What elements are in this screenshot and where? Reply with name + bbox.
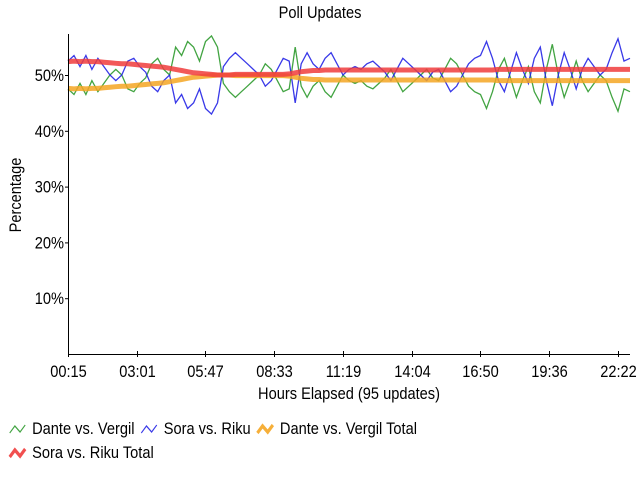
- y-tick-label: 20%: [35, 234, 64, 252]
- y-axis-label: Percentage: [7, 157, 25, 232]
- legend-item: Dante vs. Vergil: [8, 418, 134, 440]
- x-tick-label: 05:47: [187, 363, 224, 381]
- y-axis-ticks: 10% 20% 30% 40% 50%: [35, 67, 69, 308]
- legend-line-icon: [8, 447, 27, 459]
- x-tick-label: 11:19: [326, 363, 362, 381]
- legend-label: Sora vs. Riku: [163, 419, 251, 438]
- legend-item: Dante vs. Vergil Total: [256, 418, 417, 440]
- x-tick-label: 08:33: [256, 363, 293, 381]
- legend-line-icon: [256, 423, 275, 435]
- y-tick-label: 50%: [35, 67, 64, 85]
- chart-title: Poll Updates: [279, 4, 362, 22]
- series-line-dante-vs-vergil-total: [67, 72, 630, 92]
- x-axis-ticks: 00:15 03:01 05:47 08:33 11:19 14:04 16:50 19:36…: [50, 351, 637, 381]
- series-line-sora-vs-riku: [67, 36, 631, 116]
- plot-series: [67, 34, 631, 116]
- y-tick-label: 10%: [35, 290, 64, 308]
- legend-label: Sora vs. Riku Total: [32, 443, 154, 462]
- x-tick-label: 00:15: [50, 363, 87, 381]
- legend-line-icon: [9, 424, 26, 434]
- legend-line-icon: [140, 424, 158, 434]
- series-line-sora-vs-riku-total: [67, 58, 630, 78]
- y-tick-label: 30%: [35, 179, 64, 197]
- legend-label: Dante vs. Vergil Total: [279, 419, 417, 438]
- x-axis-label: Hours Elapsed (95 updates): [258, 385, 440, 403]
- chart-legend: Dante vs. Vergil Sora vs. Riku Dante vs. V…: [8, 418, 455, 466]
- y-tick-label: 40%: [35, 123, 64, 141]
- x-tick-label: 22:22: [600, 363, 637, 381]
- x-tick-label: 14:04: [394, 363, 431, 381]
- legend-item: Sora vs. Riku Total: [8, 442, 154, 464]
- legend-label: Dante vs. Vergil: [32, 419, 135, 438]
- legend-item: Sora vs. Riku: [140, 418, 251, 440]
- x-tick-label: 03:01: [119, 363, 156, 381]
- x-tick-label: 19:36: [531, 363, 568, 381]
- x-tick-label: 16:50: [462, 363, 499, 381]
